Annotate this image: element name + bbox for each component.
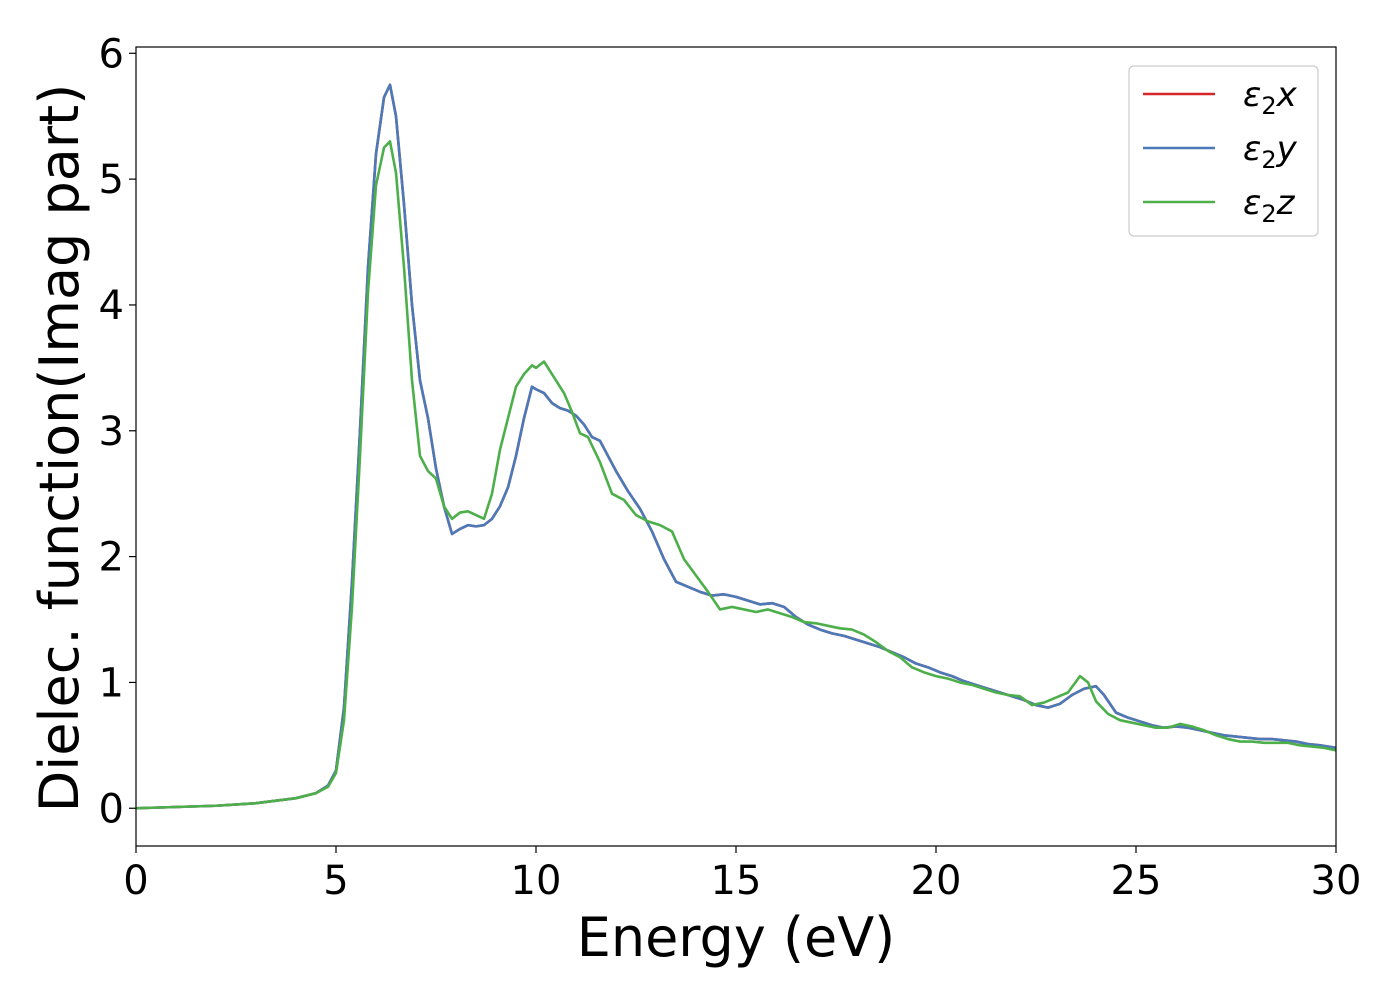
plot-area: [136, 83, 1336, 810]
y-tick-label: 5: [99, 157, 124, 203]
y-tick-label: 6: [99, 31, 124, 77]
x-tick-label: 30: [1311, 858, 1362, 904]
x-tick-label: 15: [711, 858, 762, 904]
legend-box: [1128, 65, 1319, 237]
y-tick-label: 4: [99, 283, 124, 329]
legend-label-x: ε2x: [1243, 75, 1298, 120]
y-axis-label: Dielec. function(Imag part): [28, 84, 91, 813]
series-lines: [136, 83, 1336, 810]
x-tick-label: 0: [123, 858, 148, 904]
y-tick-label: 2: [99, 535, 124, 581]
y-tick-label: 1: [99, 660, 124, 706]
series-line-y: [136, 83, 1336, 810]
x-tick-label: 20: [911, 858, 962, 904]
legend-label-y: ε2y: [1243, 129, 1298, 174]
series-line-z: [136, 140, 1336, 810]
x-tick-label: 25: [1111, 858, 1162, 904]
legend-label-z: ε2z: [1243, 183, 1296, 228]
legend: ε2x ε2y ε2z: [1128, 65, 1319, 237]
y-tick-label: 0: [99, 786, 124, 832]
x-tick-label: 5: [323, 858, 348, 904]
axes: 0 5 10 15 20 25 30 0 1 2 3 4 5 6: [99, 31, 1362, 904]
x-tick-label: 10: [511, 858, 562, 904]
y-tick-label: 3: [99, 409, 124, 455]
x-axis-label: Energy (eV): [577, 906, 896, 969]
